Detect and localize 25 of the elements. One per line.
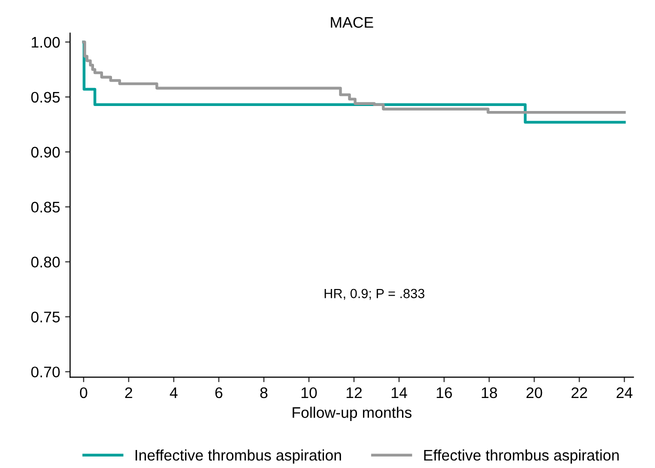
annotation: HR, 0.9; P = .833 [324, 288, 424, 300]
y-tick-label: 1.00 [32, 36, 60, 48]
y-tick-label: 0.85 [31, 202, 60, 213]
y-tick-label: 0.80 [31, 256, 60, 268]
y-tick-label: 0.90 [31, 146, 60, 158]
x-tick-label: 16 [436, 387, 452, 398]
legend-label: Effective thrombus aspiration [424, 449, 619, 464]
x-tick-label: 12 [346, 387, 362, 398]
chart-title: MACE [330, 17, 374, 28]
x-tick-label: 14 [392, 387, 408, 398]
x-tick-label: 24 [616, 387, 632, 398]
x-axis-title: Follow-up months [292, 406, 412, 421]
x-tick-label: 18 [482, 387, 498, 398]
y-tick-label: 0.75 [31, 312, 60, 322]
y-tick-label: 0.70 [31, 366, 60, 378]
x-tick-label: 6 [215, 387, 222, 398]
x-tick-label: 22 [572, 387, 588, 398]
legend-label: Ineffective thrombus aspiration [136, 449, 342, 464]
x-tick-label: 2 [125, 387, 132, 398]
x-tick-label: 0 [80, 387, 88, 398]
y-tick-label: 0.95 [31, 92, 60, 103]
x-tick-label: 4 [170, 387, 178, 398]
x-tick-label: 20 [526, 387, 542, 398]
x-tick-label: 10 [302, 387, 317, 398]
x-tick-label: 8 [260, 387, 268, 398]
